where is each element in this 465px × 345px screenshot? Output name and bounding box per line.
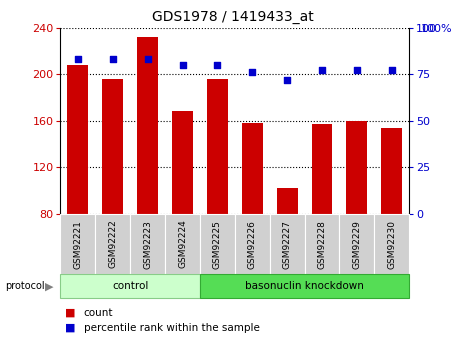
Point: [179, 62, 186, 68]
Text: ▶: ▶: [45, 282, 53, 291]
Point: [144, 57, 152, 62]
Text: GSM92221: GSM92221: [73, 220, 82, 268]
Text: control: control: [112, 282, 148, 291]
Bar: [172, 111, 193, 214]
Point: [283, 77, 291, 82]
Bar: [207, 79, 228, 214]
Text: ■: ■: [65, 308, 76, 318]
Text: GSM92228: GSM92228: [318, 220, 326, 268]
Point: [388, 68, 395, 73]
Point: [318, 68, 325, 73]
Text: GSM92222: GSM92222: [108, 220, 117, 268]
Bar: [242, 123, 263, 214]
Text: GSM92226: GSM92226: [248, 220, 257, 268]
Bar: [277, 188, 298, 214]
Point: [74, 57, 82, 62]
Text: GSM92223: GSM92223: [143, 220, 152, 268]
Text: GSM92224: GSM92224: [178, 220, 187, 268]
Point: [109, 57, 116, 62]
Point: [353, 68, 361, 73]
Bar: [312, 124, 332, 214]
Text: GSM92227: GSM92227: [283, 220, 292, 268]
Text: basonuclin knockdown: basonuclin knockdown: [245, 282, 364, 291]
Bar: [381, 128, 402, 214]
Bar: [137, 37, 158, 214]
Text: percentile rank within the sample: percentile rank within the sample: [84, 323, 259, 333]
Bar: [346, 121, 367, 214]
Bar: [67, 65, 88, 214]
Y-axis label: 100%: 100%: [421, 24, 453, 34]
Text: GSM92229: GSM92229: [352, 220, 361, 268]
Point: [248, 70, 256, 75]
Text: GDS1978 / 1419433_at: GDS1978 / 1419433_at: [152, 10, 313, 24]
Point: [214, 62, 221, 68]
Text: GSM92230: GSM92230: [387, 219, 396, 269]
Text: GSM92225: GSM92225: [213, 220, 222, 268]
Text: count: count: [84, 308, 113, 318]
Bar: [102, 79, 123, 214]
Text: ■: ■: [65, 323, 76, 333]
Text: protocol: protocol: [5, 282, 44, 291]
